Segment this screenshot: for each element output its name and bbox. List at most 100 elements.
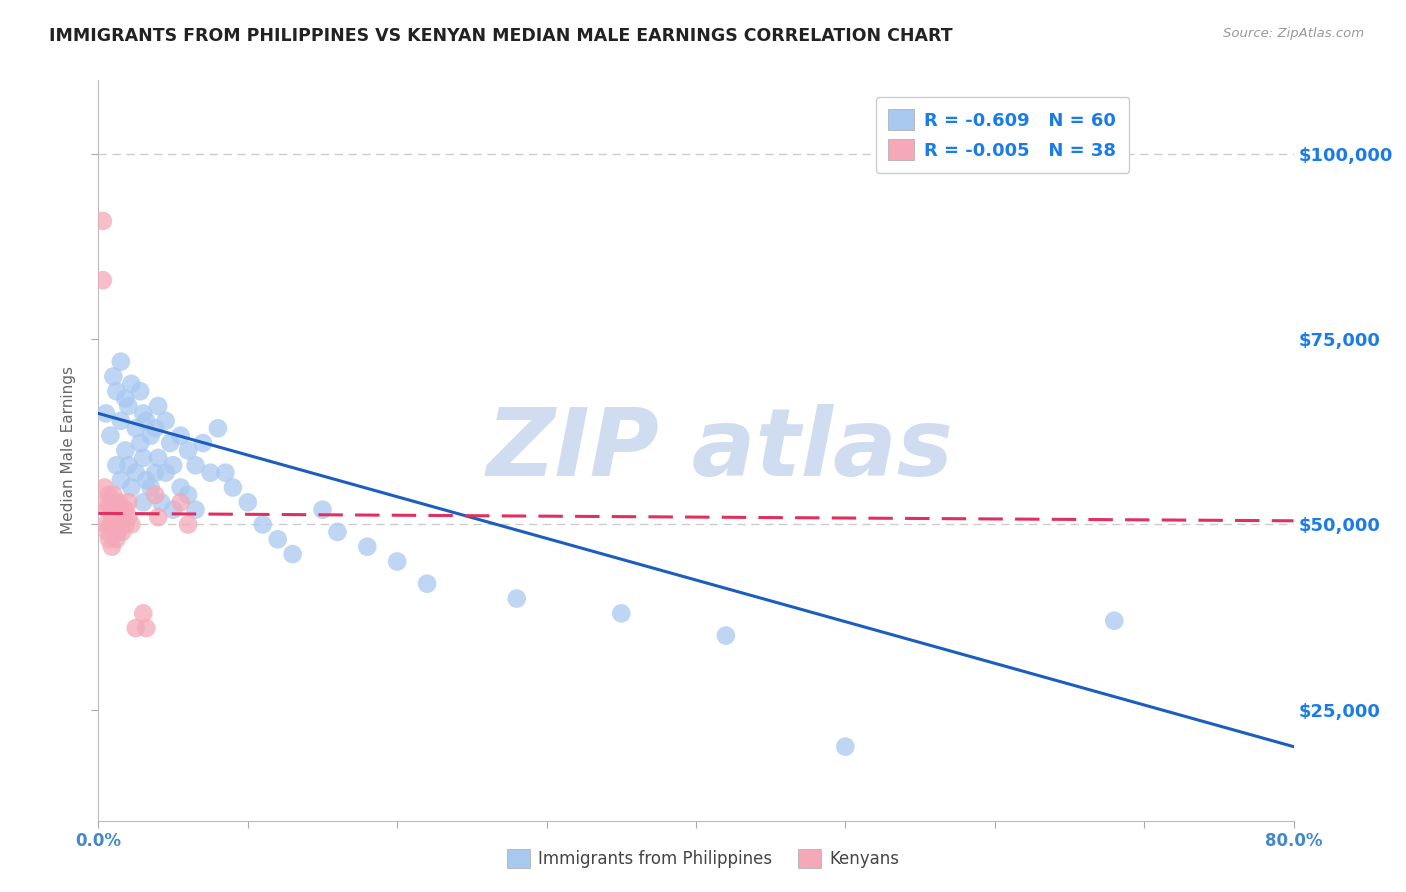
Point bbox=[135, 414, 157, 428]
Point bbox=[143, 421, 166, 435]
Point bbox=[101, 540, 124, 554]
Point bbox=[326, 524, 349, 539]
Point bbox=[159, 436, 181, 450]
Point bbox=[93, 480, 115, 494]
Point bbox=[214, 466, 236, 480]
Point bbox=[110, 414, 132, 428]
Point bbox=[834, 739, 856, 754]
Point bbox=[120, 480, 142, 494]
Text: ZIP atlas: ZIP atlas bbox=[486, 404, 953, 497]
Point bbox=[94, 517, 117, 532]
Point bbox=[169, 480, 191, 494]
Point bbox=[117, 495, 139, 509]
Point bbox=[103, 488, 125, 502]
Point bbox=[169, 495, 191, 509]
Point bbox=[184, 458, 207, 473]
Point bbox=[117, 510, 139, 524]
Point bbox=[125, 466, 148, 480]
Point bbox=[1104, 614, 1126, 628]
Point bbox=[111, 524, 134, 539]
Point bbox=[97, 488, 120, 502]
Point bbox=[155, 414, 177, 428]
Point bbox=[101, 502, 124, 516]
Point bbox=[148, 510, 170, 524]
Point bbox=[207, 421, 229, 435]
Point bbox=[114, 502, 136, 516]
Point bbox=[150, 495, 173, 509]
Point bbox=[177, 443, 200, 458]
Point bbox=[98, 428, 122, 442]
Point bbox=[132, 607, 155, 621]
Point bbox=[155, 466, 177, 480]
Point bbox=[162, 458, 184, 473]
Point bbox=[125, 421, 148, 435]
Point bbox=[103, 369, 125, 384]
Point bbox=[104, 517, 127, 532]
Point bbox=[114, 443, 136, 458]
Point bbox=[281, 547, 304, 561]
Point bbox=[114, 517, 136, 532]
Point bbox=[132, 407, 155, 421]
Point bbox=[120, 376, 142, 391]
Point bbox=[143, 488, 166, 502]
Point bbox=[135, 621, 157, 635]
Point bbox=[94, 495, 117, 509]
Point bbox=[169, 428, 191, 442]
Point bbox=[114, 392, 136, 406]
Point bbox=[184, 502, 207, 516]
Point bbox=[162, 502, 184, 516]
Point bbox=[252, 517, 274, 532]
Legend: Immigrants from Philippines, Kenyans: Immigrants from Philippines, Kenyans bbox=[501, 842, 905, 875]
Point bbox=[117, 458, 139, 473]
Point bbox=[132, 495, 155, 509]
Point bbox=[107, 524, 129, 539]
Y-axis label: Median Male Earnings: Median Male Earnings bbox=[60, 367, 76, 534]
Point bbox=[610, 607, 633, 621]
Point bbox=[96, 502, 118, 516]
Point bbox=[139, 428, 162, 442]
Point bbox=[129, 384, 152, 399]
Point bbox=[91, 214, 114, 228]
Point bbox=[117, 399, 139, 413]
Point bbox=[200, 466, 222, 480]
Point bbox=[110, 354, 132, 368]
Point bbox=[103, 510, 125, 524]
Point bbox=[356, 540, 378, 554]
Point bbox=[94, 407, 117, 421]
Point bbox=[107, 510, 129, 524]
Point bbox=[98, 495, 122, 509]
Point bbox=[177, 488, 200, 502]
Point bbox=[105, 384, 128, 399]
Point bbox=[111, 510, 134, 524]
Point bbox=[311, 502, 333, 516]
Point bbox=[120, 517, 142, 532]
Point bbox=[105, 533, 128, 547]
Point bbox=[105, 502, 128, 516]
Point bbox=[714, 628, 737, 642]
Point bbox=[105, 458, 128, 473]
Point bbox=[139, 480, 162, 494]
Point bbox=[385, 554, 409, 569]
Point bbox=[97, 533, 120, 547]
Point bbox=[129, 436, 152, 450]
Point bbox=[267, 533, 290, 547]
Point bbox=[132, 450, 155, 465]
Text: Source: ZipAtlas.com: Source: ZipAtlas.com bbox=[1223, 27, 1364, 40]
Point bbox=[236, 495, 259, 509]
Point bbox=[191, 436, 214, 450]
Point bbox=[222, 480, 245, 494]
Point bbox=[110, 473, 132, 487]
Point bbox=[110, 517, 132, 532]
Point bbox=[96, 524, 118, 539]
Point bbox=[125, 621, 148, 635]
Point bbox=[148, 450, 170, 465]
Point bbox=[506, 591, 529, 606]
Point bbox=[98, 517, 122, 532]
Point bbox=[148, 399, 170, 413]
Point bbox=[110, 502, 132, 516]
Point bbox=[143, 466, 166, 480]
Legend: R = -0.609   N = 60, R = -0.005   N = 38: R = -0.609 N = 60, R = -0.005 N = 38 bbox=[876, 96, 1129, 173]
Point bbox=[135, 473, 157, 487]
Text: IMMIGRANTS FROM PHILIPPINES VS KENYAN MEDIAN MALE EARNINGS CORRELATION CHART: IMMIGRANTS FROM PHILIPPINES VS KENYAN ME… bbox=[49, 27, 953, 45]
Point bbox=[91, 273, 114, 287]
